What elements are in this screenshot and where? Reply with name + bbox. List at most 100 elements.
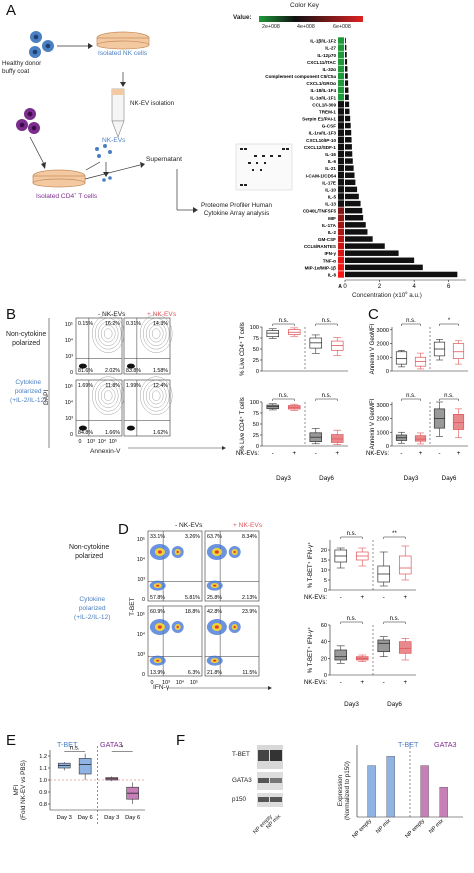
d-flow-3-density-peak	[213, 659, 217, 662]
cytokine-bar	[345, 101, 350, 108]
c-box-1-sig-label: n.s.	[444, 393, 454, 399]
b-flow-0-q3: 81.6%	[78, 368, 93, 374]
heat-cell	[338, 249, 344, 257]
heat-cell	[338, 94, 344, 101]
b-minus-ev-header: - NK-EVs	[98, 311, 126, 318]
color-key-title: Color Key	[290, 2, 319, 9]
cytokine-bar	[345, 87, 349, 93]
heat-cell	[338, 108, 344, 115]
heat-col-label: A	[338, 284, 342, 290]
d-xtick-label: 10⁵	[190, 680, 198, 686]
cytokine-bar	[345, 257, 415, 264]
d-box-0-ev-sign: +	[360, 594, 364, 601]
c-box-1-nkevs-label: NK-EVs:	[366, 451, 389, 457]
cytokine-label: IL-13	[325, 202, 336, 207]
b-box-1-ev-sign: +	[292, 450, 296, 457]
b-box-0-y-tick-label: 75	[253, 336, 259, 342]
b-x-arrowhead	[222, 446, 226, 450]
d-row2-label: Cytokine polarized (+IL-2/IL-12)	[74, 596, 111, 621]
cytokine-bar	[345, 200, 361, 207]
cytokine-label: Complement component C5/C5a	[265, 74, 336, 79]
e-y-tick-label: 0.9	[39, 790, 47, 796]
panel-label-b: B	[6, 306, 17, 323]
d-x-axis-label: IFN-γ	[153, 684, 170, 691]
d-box-0-y-tick-label: 20	[321, 548, 327, 554]
b-xtick-label: 10⁵	[109, 439, 117, 445]
c-box-1-y-tick-label: 0	[386, 444, 389, 450]
d-xtick-label: 10³	[162, 680, 170, 686]
b-flow-2-contour	[97, 383, 119, 408]
d-box-1-sig-label: n.s.	[390, 616, 400, 622]
d-box-1-y-tick-label: 20	[321, 656, 327, 662]
d-ytick-label: 10³	[137, 577, 145, 583]
heat-cell	[338, 72, 344, 80]
d-plus-ev-header: + NK-EVs	[233, 522, 263, 529]
proteome-label: Proteome Profiler Human Cytokine Array a…	[201, 202, 273, 217]
c-box-day6: Day6	[442, 475, 457, 482]
cytokine-label: CCL1/I-309	[312, 102, 336, 107]
b-flow-1-contour	[151, 328, 161, 339]
panel-label-c: C	[368, 306, 379, 323]
b-flow-2-q3: 84.8%	[78, 430, 93, 436]
cytokine-label: IL-21	[325, 166, 336, 171]
heat-cell	[338, 129, 344, 136]
b-flow-3-contour	[145, 383, 167, 408]
b-box-0-y-label: % Live CD4⁺ T cells	[239, 322, 246, 376]
b-flow-2-q4: 1.66%	[105, 430, 120, 436]
d-flow-0-q1: 33.1%	[150, 534, 165, 540]
nk-ev-isolation-label: NK-EV isolation	[130, 100, 175, 107]
d-minus-ev-header: - NK-EVs	[175, 522, 203, 529]
d-box-0-ev-sign: -	[340, 594, 342, 601]
c-box-1-box	[414, 435, 427, 442]
cytokine-bar	[345, 73, 348, 79]
cytokine-label: IL-27	[325, 46, 336, 51]
f-bar	[439, 786, 448, 818]
isolated-cd4-label: Isolated CD4+ T cells	[36, 191, 98, 201]
b-ytick-label: 10⁵	[65, 384, 73, 390]
e-gata3-title: GATA3	[100, 740, 123, 749]
cytokine-bar	[345, 122, 351, 129]
d-box-0-box	[398, 555, 412, 575]
d-flow-2-density-peak	[157, 625, 162, 629]
d-box-1-box	[334, 649, 348, 661]
f-bar	[420, 765, 429, 818]
cytokine-label: IL-18/IL-1F4	[310, 88, 336, 93]
d-box-0-y-tick-label: 5	[324, 578, 327, 584]
heat-cell	[338, 143, 344, 151]
d-flow-3-density-peak	[233, 625, 236, 629]
b-flow-0-q4: 2.02%	[105, 368, 120, 374]
d-box-1-ev-sign: +	[403, 679, 407, 686]
b-box-1-ev-sign: -	[272, 450, 274, 457]
heat-cell	[338, 242, 344, 250]
b-flow-1-density	[126, 363, 135, 369]
c-box-1-y-label: Annexin V GeoMFI	[370, 398, 376, 449]
cytokine-label: CXCL1/GROα	[306, 81, 336, 86]
b-box-0-sig-label: n.s.	[279, 318, 289, 324]
cytokine-label: IL-17A	[322, 223, 337, 228]
d-box-0-nkevs-label: NK-EVs:	[304, 595, 327, 601]
c-box-1-y-tick-label: 2000	[377, 417, 389, 423]
f-gata3-title: GATA3	[434, 740, 457, 749]
b-flow-3-q2: 12.4%	[153, 383, 168, 389]
b-box-1-y-tick-label: 50	[253, 422, 259, 428]
cytokine-label: IL-16	[325, 152, 336, 157]
c-box-1-ev-sign: -	[438, 450, 440, 457]
c-box-0-box	[395, 351, 408, 365]
c-box-0-y-label: Annexin V GeoMFI	[370, 323, 376, 374]
heat-cell	[338, 150, 344, 158]
cytokine-label: IL-1α/IL-1F1	[310, 95, 336, 100]
cytokine-bar	[345, 94, 349, 100]
heat-cell	[338, 37, 344, 44]
heat-cell	[338, 221, 344, 229]
f-bar-label: NP empty	[404, 818, 426, 840]
b-flow-1-q2: 14.3%	[153, 321, 168, 327]
d-flow-1-density-peak	[233, 550, 236, 554]
c-box-1-box	[452, 414, 465, 430]
d-x-arrowhead	[268, 686, 272, 690]
b-flow-0-q2: 16.2%	[105, 321, 120, 327]
b-box-0-y-tick-label: 0	[256, 369, 259, 375]
b-ytick-label: 10³	[65, 416, 73, 422]
d-box-1-y-tick-label: 60	[321, 623, 327, 629]
c-box-0-y-tick-label: 3000	[377, 328, 389, 334]
color-key-tick-2: 4e+008	[297, 24, 315, 30]
